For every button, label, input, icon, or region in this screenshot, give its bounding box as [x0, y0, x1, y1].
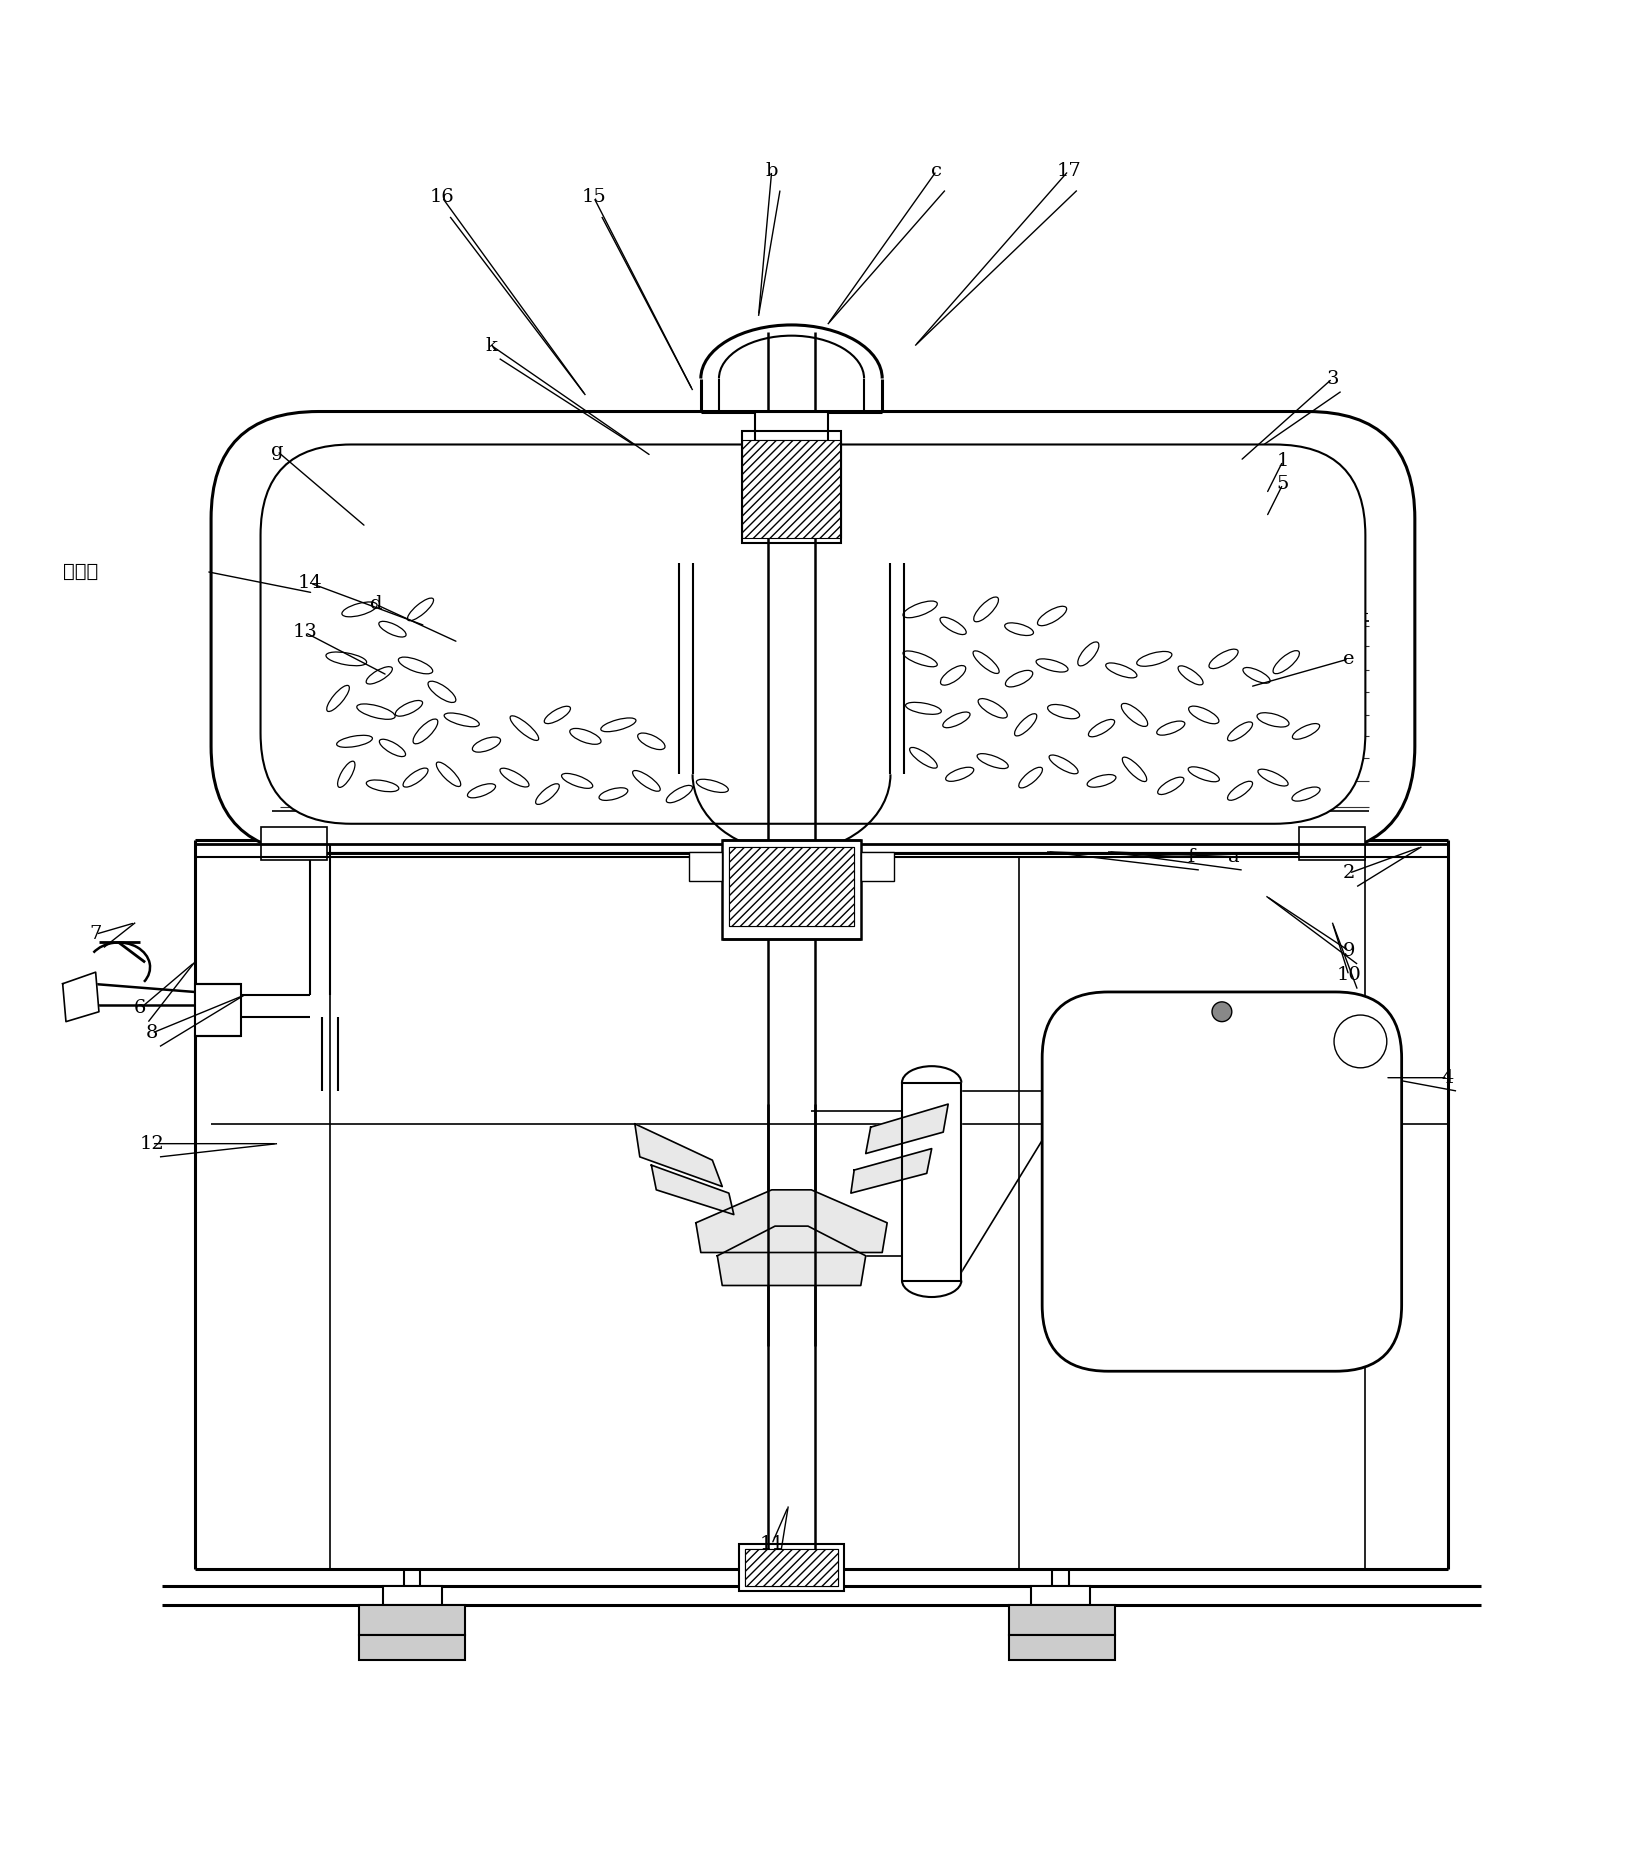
FancyBboxPatch shape: [1042, 993, 1401, 1370]
Text: 4: 4: [1440, 1069, 1454, 1087]
FancyBboxPatch shape: [260, 444, 1365, 824]
Circle shape: [1211, 1002, 1231, 1022]
Text: f: f: [1187, 848, 1193, 865]
Bar: [745, 1550, 837, 1585]
Text: 5: 5: [1276, 476, 1289, 493]
Bar: [1299, 828, 1365, 859]
Text: a: a: [1226, 848, 1239, 865]
Bar: [260, 828, 326, 859]
FancyBboxPatch shape: [211, 411, 1414, 854]
Polygon shape: [901, 1083, 961, 1280]
Text: 2: 2: [1341, 865, 1355, 882]
Text: 6: 6: [133, 1000, 147, 1017]
Text: 动植物: 动植物: [63, 563, 97, 580]
Text: k: k: [485, 337, 498, 354]
Polygon shape: [634, 1124, 722, 1187]
Circle shape: [1333, 1015, 1386, 1069]
Bar: [1009, 1635, 1114, 1659]
Polygon shape: [695, 1189, 887, 1252]
Polygon shape: [850, 1148, 931, 1193]
Text: 1: 1: [1276, 452, 1289, 470]
Text: 9: 9: [1341, 941, 1355, 959]
Text: 8: 8: [145, 1024, 158, 1043]
Bar: [728, 846, 854, 926]
Text: 7: 7: [89, 926, 102, 943]
Text: 13: 13: [292, 624, 318, 641]
Bar: [1088, 1057, 1355, 1215]
Bar: [742, 432, 840, 543]
Bar: [738, 1545, 844, 1591]
Text: 11: 11: [758, 1535, 784, 1554]
Polygon shape: [717, 1226, 865, 1285]
Bar: [1009, 1606, 1114, 1635]
Text: 15: 15: [580, 189, 606, 206]
Bar: [359, 1606, 465, 1635]
Bar: [755, 411, 827, 441]
Text: 14: 14: [297, 574, 323, 593]
Text: d: d: [369, 596, 382, 613]
Bar: [722, 841, 860, 939]
Polygon shape: [865, 1104, 948, 1154]
Bar: [1030, 1585, 1089, 1606]
Polygon shape: [63, 972, 99, 1022]
Text: g: g: [270, 443, 283, 459]
Text: 12: 12: [138, 1135, 165, 1152]
Text: c: c: [931, 161, 941, 180]
Text: 16: 16: [428, 189, 455, 206]
Text: 10: 10: [1335, 967, 1361, 985]
Bar: [860, 852, 893, 882]
Polygon shape: [651, 1165, 733, 1215]
Bar: [194, 983, 241, 1037]
Bar: [1104, 1269, 1338, 1332]
Bar: [382, 1585, 442, 1606]
Bar: [745, 1550, 837, 1585]
Text: 3: 3: [1325, 370, 1338, 387]
Text: b: b: [765, 161, 778, 180]
Bar: [359, 1635, 465, 1659]
Bar: [728, 846, 854, 926]
Bar: [742, 439, 840, 539]
Text: e: e: [1343, 650, 1353, 669]
Bar: [689, 852, 722, 882]
Text: 17: 17: [1055, 161, 1081, 180]
